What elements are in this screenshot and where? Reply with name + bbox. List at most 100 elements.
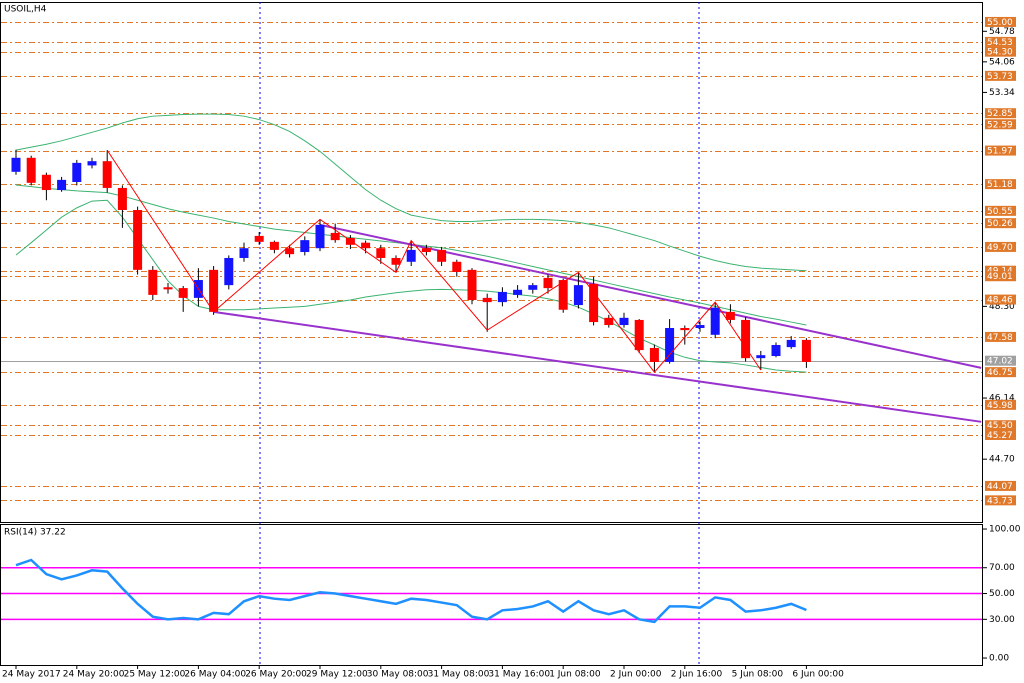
candle-body xyxy=(680,328,690,331)
candle-body xyxy=(285,248,295,255)
x-tick-label: 30 May 08:00 xyxy=(367,670,429,680)
candle-body xyxy=(467,269,477,300)
candle-body xyxy=(725,311,735,320)
candle-body xyxy=(695,325,705,329)
level-label: 45.98 xyxy=(987,401,1013,411)
level-label: 55.00 xyxy=(987,18,1013,28)
level-label: 53.73 xyxy=(987,72,1013,82)
x-tick-label: 25 May 12:00 xyxy=(124,670,186,680)
x-tick-label: 31 May 16:00 xyxy=(488,670,550,680)
x-tick-label: 5 Jun 08:00 xyxy=(732,670,784,680)
candle-body xyxy=(163,287,173,290)
level-label-box xyxy=(985,145,1016,156)
candle-body xyxy=(254,235,264,242)
candle-body xyxy=(178,288,188,298)
level-label-box xyxy=(985,265,1016,276)
level-label-box xyxy=(985,480,1016,491)
y-tick-label: 46.14 xyxy=(989,394,1015,404)
y-tick-label: 54.78 xyxy=(989,27,1015,37)
bollinger-upper xyxy=(15,113,807,272)
rsi-panel xyxy=(0,524,983,666)
level-label: 49.01 xyxy=(987,272,1013,282)
zigzag xyxy=(106,149,762,373)
candle-body xyxy=(239,248,249,258)
x-tick-label: 1 Jun 08:00 xyxy=(549,670,601,680)
candle-body xyxy=(497,291,507,303)
candle-body xyxy=(528,285,538,290)
level-label-box xyxy=(985,46,1016,57)
level-label-box xyxy=(985,331,1016,342)
level-label-box xyxy=(985,367,1016,378)
candle-body xyxy=(543,277,553,289)
x-tick-label: 24 May 2017 xyxy=(2,670,61,680)
level-label-box xyxy=(985,271,1016,282)
candle-body xyxy=(558,280,568,310)
level-label-box xyxy=(985,495,1016,506)
candle-body xyxy=(315,224,325,249)
level-label: 54.53 xyxy=(987,38,1013,48)
candle-body xyxy=(345,238,355,245)
candle-body xyxy=(102,161,112,188)
level-label: 49.70 xyxy=(987,243,1013,253)
candle-body xyxy=(133,210,143,270)
rsi-line xyxy=(15,558,807,624)
y-tick-label: 50.00 xyxy=(989,589,1015,599)
candle-body xyxy=(87,161,97,166)
candle-body xyxy=(649,347,659,362)
candle-body xyxy=(771,344,781,357)
level-label-box xyxy=(985,36,1016,47)
candle-body xyxy=(300,240,310,253)
candle-body xyxy=(801,339,811,362)
candle-body xyxy=(513,289,523,295)
rsi-title: RSI(14) 37.22 xyxy=(4,528,66,538)
level-label: 48.46 xyxy=(987,296,1013,306)
candle-body xyxy=(710,307,720,335)
y-tick-label: 0.00 xyxy=(989,654,1009,664)
level-label: 46.75 xyxy=(987,368,1013,378)
x-tick-label: 6 Jun 00:00 xyxy=(792,670,844,680)
level-label-box xyxy=(985,179,1016,190)
chart-title: USOIL,H4 xyxy=(4,5,47,15)
candle-body xyxy=(224,257,234,286)
x-tick-label: 31 May 08:00 xyxy=(428,670,490,680)
level-label-box xyxy=(985,119,1016,130)
y-tick-label: 44.70 xyxy=(989,455,1015,465)
candle-body xyxy=(482,297,492,303)
level-label-box xyxy=(985,108,1016,119)
level-label: 54.30 xyxy=(987,48,1013,58)
x-tick-label: 29 May 12:00 xyxy=(306,670,368,680)
x-tick-label: 26 May 04:00 xyxy=(184,670,246,680)
candle-body xyxy=(391,257,401,265)
level-label: 45.50 xyxy=(987,421,1013,431)
candle-body xyxy=(269,241,279,250)
candle-body xyxy=(72,162,82,182)
candle-body xyxy=(741,319,751,359)
candle-body xyxy=(619,317,629,326)
candle-body xyxy=(376,248,386,258)
level-label-box xyxy=(985,70,1016,81)
level-label: 50.26 xyxy=(987,219,1013,229)
x-tick-label: 24 May 20:00 xyxy=(63,670,125,680)
candle-body xyxy=(117,187,127,210)
current-price-label: 47.02 xyxy=(987,357,1013,367)
x-tick-label: 26 May 20:00 xyxy=(245,670,307,680)
candle-body xyxy=(209,269,219,312)
level-label: 47.58 xyxy=(987,333,1013,343)
level-label-box xyxy=(985,294,1016,305)
candle-body xyxy=(589,283,599,323)
candle-body xyxy=(406,249,416,262)
level-label: 51.97 xyxy=(987,147,1013,157)
level-label: 50.55 xyxy=(987,207,1013,217)
level-label-box xyxy=(985,241,1016,252)
candle-body xyxy=(573,285,583,306)
candle-body xyxy=(665,328,675,362)
x-tick-label: 2 Jun 00:00 xyxy=(610,670,662,680)
candle-body xyxy=(437,249,447,262)
level-label-box xyxy=(985,205,1016,216)
level-label: 45.27 xyxy=(987,431,1013,441)
level-label: 51.18 xyxy=(987,180,1013,190)
level-label: 52.85 xyxy=(987,109,1013,119)
channel-line xyxy=(213,310,982,423)
level-label: 44.07 xyxy=(987,482,1013,492)
candle-body xyxy=(421,248,431,253)
